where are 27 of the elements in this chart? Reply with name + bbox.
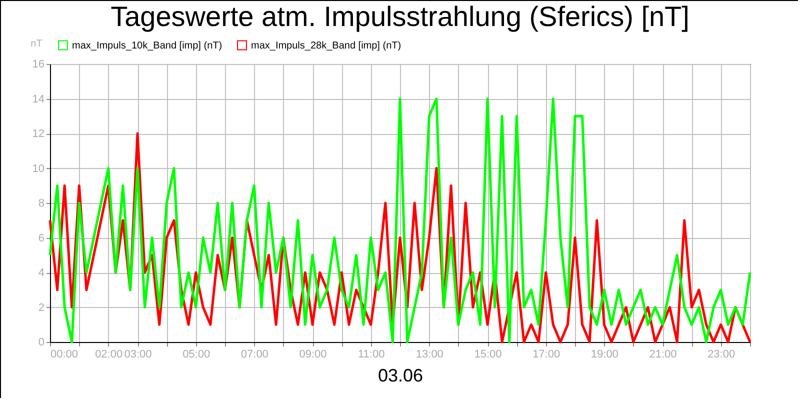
x-tick-label: 23:00 xyxy=(708,348,736,360)
y-tick-label: 4 xyxy=(38,267,44,279)
y-tick-label: 14 xyxy=(32,93,44,106)
legend-label: max_Impuls_28k_Band [imp] (nT) xyxy=(251,40,402,52)
x-tick-label: 05:00 xyxy=(182,348,210,360)
x-tick-label: 02:00 xyxy=(95,348,123,360)
y-tick-label: 8 xyxy=(38,198,44,210)
x-tick-label: 09:00 xyxy=(299,348,327,360)
x-tick-label: 03:00 xyxy=(124,348,152,360)
y-tick-label: 2 xyxy=(38,302,44,314)
x-tick-label: 15:00 xyxy=(474,348,502,360)
y-tick-label: 0 xyxy=(38,336,44,348)
x-tick-label: 19:00 xyxy=(590,348,618,360)
y-tick-label: 6 xyxy=(38,232,44,244)
x-tick-label: 13:00 xyxy=(416,348,444,360)
x-tick-label: 17:00 xyxy=(532,348,560,360)
y-tick-label: 16 xyxy=(32,58,44,70)
y-axis-title: nT xyxy=(30,38,42,50)
x-tick-label: 07:00 xyxy=(240,348,268,360)
y-tick-label: 12 xyxy=(32,128,44,140)
y-tick-label: 10 xyxy=(32,162,44,175)
x-tick-label: 11:00 xyxy=(358,348,385,360)
x-tick-label: 00:00 xyxy=(50,348,78,360)
legend-label: max_Impuls_10k_Band [imp] (nT) xyxy=(72,40,222,52)
chart-title: Tageswerte atm. Impulsstrahlung (Sferics) [nT] xyxy=(110,1,690,32)
x-tick-label: 21:00 xyxy=(649,348,677,360)
x-axis-title: 03.06 xyxy=(378,366,424,386)
